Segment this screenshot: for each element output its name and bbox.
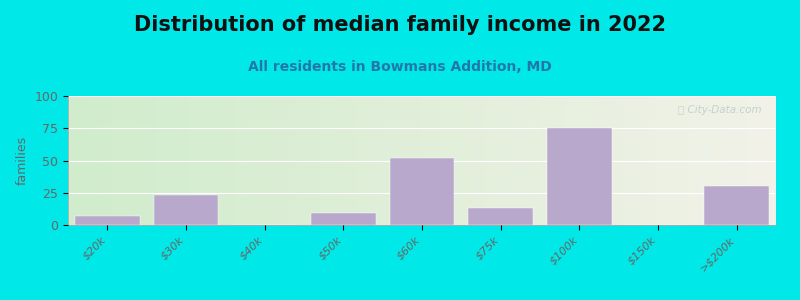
Bar [390, 158, 454, 225]
Bar [547, 128, 611, 225]
Bar [75, 216, 139, 225]
Text: Distribution of median family income in 2022: Distribution of median family income in … [134, 15, 666, 35]
Text: ⓘ City-Data.com: ⓘ City-Data.com [678, 105, 762, 115]
Y-axis label: families: families [16, 136, 29, 185]
Text: All residents in Bowmans Addition, MD: All residents in Bowmans Addition, MD [248, 60, 552, 74]
Bar [154, 195, 218, 225]
Bar [469, 208, 533, 225]
Bar [311, 213, 375, 225]
Bar [705, 186, 769, 225]
